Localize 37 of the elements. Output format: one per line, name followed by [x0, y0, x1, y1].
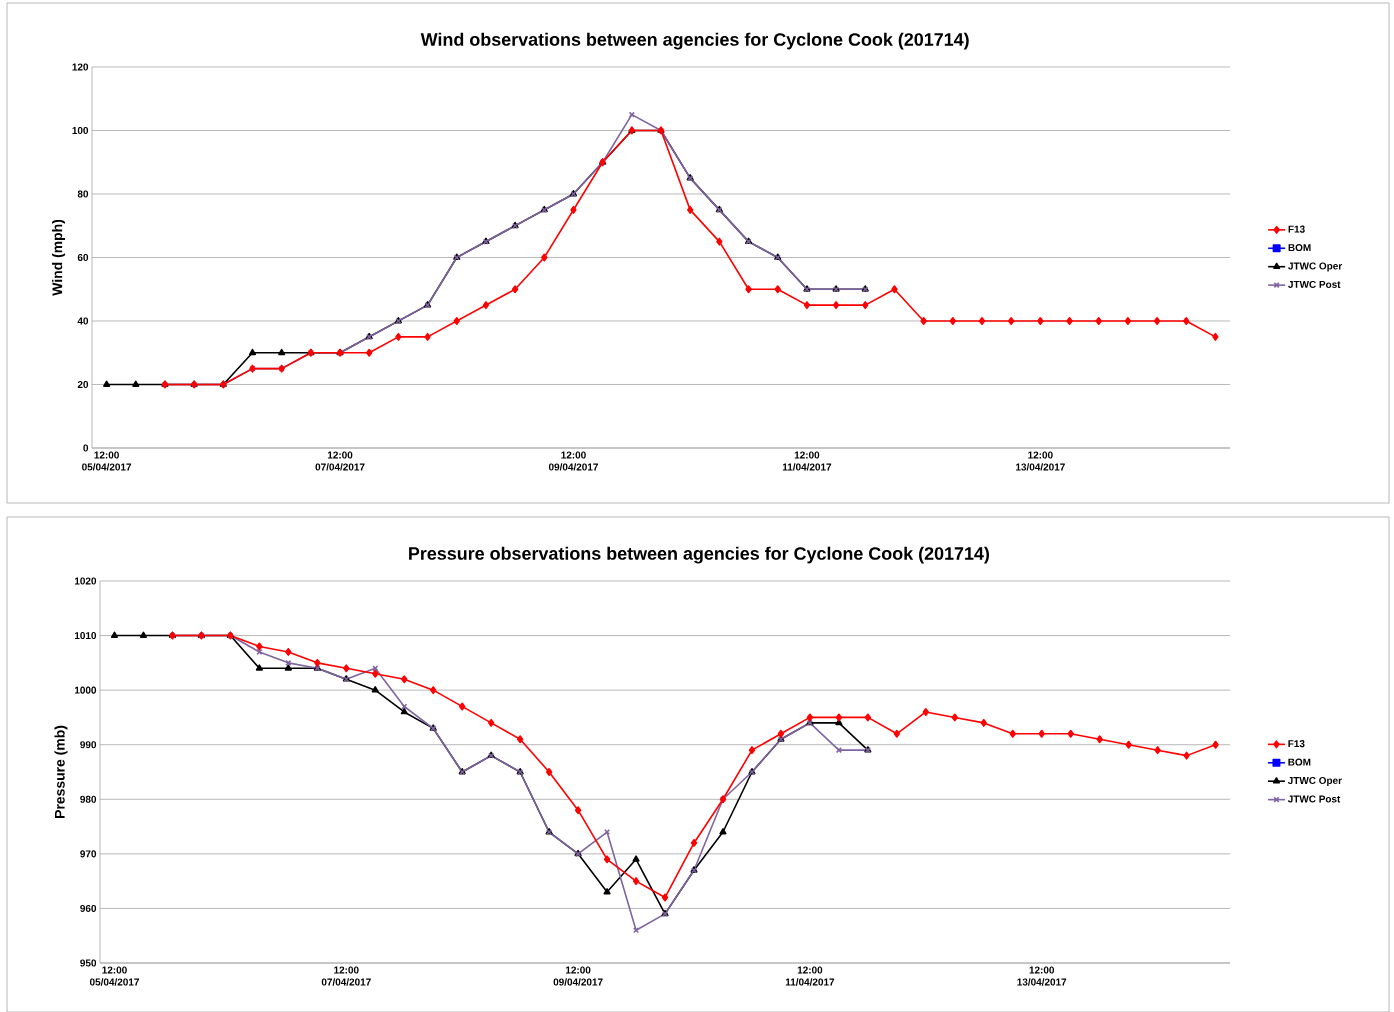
x-tick-label: 12:00 11/04/2017 — [782, 451, 832, 471]
y-tick-label: 970 — [80, 850, 97, 858]
y-tick-label: 80 — [77, 190, 89, 198]
x-tick-label: 12:00 09/04/2017 — [548, 451, 598, 471]
legend-label: JTWC Oper — [1287, 776, 1342, 787]
y-tick-label: 990 — [80, 741, 97, 749]
y-tick-label: 1010 — [74, 632, 97, 640]
y-tick-label: 120 — [72, 63, 89, 71]
legend-label: F13 — [1288, 225, 1305, 233]
chart-title: Pressure observations between agencies for Cyclone Cook (201714) — [409, 546, 989, 564]
y-tick-label: 0 — [83, 444, 89, 452]
y-tick-label: 980 — [80, 795, 97, 803]
y-tick-label: 1020 — [74, 577, 97, 585]
y-tick-label: 100 — [72, 126, 89, 134]
x-tick-label: 12:00 07/04/2017 — [315, 451, 365, 471]
legend-label: JTWC Post — [1287, 795, 1341, 803]
x-tick-label: 12:00 09/04/2017 — [553, 966, 603, 986]
x-tick-label: 12:00 05/04/2017 — [89, 966, 139, 986]
y-tick-label: 20 — [77, 380, 89, 389]
y-tick-label: 960 — [80, 904, 97, 912]
y-tick-label: 60 — [77, 253, 89, 262]
y-tick-label: 40 — [77, 317, 89, 325]
x-tick-label: 12:00 13/04/2017 — [1016, 451, 1065, 471]
y-tick-label: 950 — [80, 959, 97, 967]
y-axis-title: Wind (mph) — [52, 219, 66, 296]
y-axis-title: Pressure (mb) — [54, 725, 68, 818]
y-tick-label: 1000 — [74, 686, 97, 694]
x-tick-label: 12:00 05/04/2017 — [82, 451, 132, 471]
legend-label: BOM — [1288, 244, 1311, 252]
x-tick-label: 12:00 13/04/2017 — [1017, 966, 1067, 986]
legend-label: F13 — [1288, 740, 1305, 748]
chart-title: Wind observations between agencies for Cyclone Cook (201714) — [420, 32, 969, 50]
legend-label: JTWC Oper — [1288, 262, 1343, 272]
legend-label: BOM — [1288, 758, 1311, 766]
x-tick-label: 12:00 11/04/2017 — [785, 966, 835, 986]
x-tick-label: 12:00 07/04/2017 — [321, 966, 371, 986]
legend-label: JTWC Post — [1288, 280, 1341, 288]
